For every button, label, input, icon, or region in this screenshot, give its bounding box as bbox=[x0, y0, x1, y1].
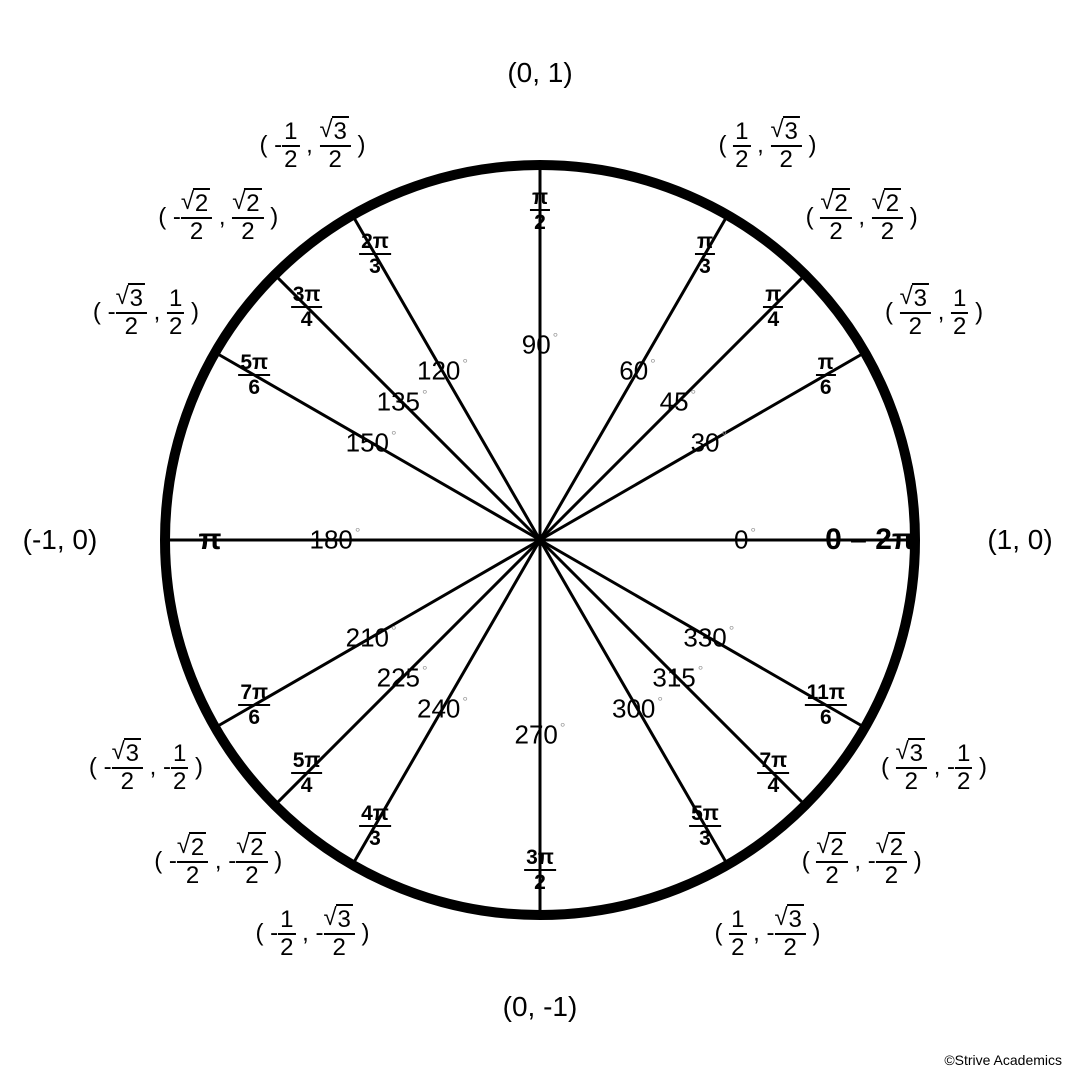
coord-label-225: ( -22 , -22 ) bbox=[154, 836, 282, 888]
radian-label-150: 5π6 bbox=[238, 352, 270, 398]
degree-label-270: 270° bbox=[515, 720, 566, 751]
coord-label-270: (0, -1) bbox=[503, 991, 578, 1023]
coord-label-210: ( -32 , -12 ) bbox=[89, 742, 203, 794]
coord-label-240: ( -12 , -32 ) bbox=[255, 908, 369, 960]
coord-label-120: ( -12 , 32 ) bbox=[259, 120, 365, 172]
degree-label-120: 120° bbox=[417, 356, 468, 387]
degree-label-180: 180° bbox=[310, 525, 361, 556]
radian-label-90: π2 bbox=[530, 187, 550, 233]
degree-label-60: 60° bbox=[619, 356, 656, 387]
degree-label-225: 225° bbox=[377, 662, 428, 693]
radian-label-210: 7π6 bbox=[238, 682, 270, 728]
coord-label-150: ( -32 , 12 ) bbox=[93, 287, 199, 339]
radian-label-45: π4 bbox=[763, 284, 783, 330]
degree-label-0: 0° bbox=[734, 525, 756, 556]
coord-label-30: ( 32 , 12 ) bbox=[885, 287, 983, 339]
radian-label-180: π bbox=[199, 523, 222, 557]
radian-label-60: π3 bbox=[695, 231, 715, 277]
degree-label-300: 300° bbox=[612, 693, 663, 724]
degree-label-150: 150° bbox=[346, 427, 397, 458]
coord-label-300: ( 12 , -32 ) bbox=[714, 908, 820, 960]
coord-label-0: (1, 0) bbox=[987, 524, 1052, 556]
coord-label-45: ( 22 , 22 ) bbox=[806, 192, 918, 244]
radian-label-330: 11π6 bbox=[805, 682, 847, 728]
radian-label-120: 2π3 bbox=[359, 231, 391, 277]
radian-label-300: 5π3 bbox=[689, 803, 721, 849]
degree-label-45: 45° bbox=[660, 387, 697, 418]
degree-label-30: 30° bbox=[691, 427, 728, 458]
radian-label-0: 0 – 2π bbox=[825, 523, 915, 557]
coord-label-90: (0, 1) bbox=[507, 57, 572, 89]
coord-label-180: (-1, 0) bbox=[23, 524, 98, 556]
degree-label-330: 330° bbox=[683, 622, 734, 653]
coord-label-135: ( -22 , 22 ) bbox=[158, 192, 278, 244]
radian-label-135: 3π4 bbox=[291, 284, 323, 330]
degree-label-90: 90° bbox=[522, 330, 559, 361]
degree-label-210: 210° bbox=[346, 622, 397, 653]
degree-label-240: 240° bbox=[417, 693, 468, 724]
degree-label-315: 315° bbox=[652, 662, 703, 693]
coord-label-330: ( 32 , -12 ) bbox=[881, 742, 987, 794]
radian-label-225: 5π4 bbox=[291, 750, 323, 796]
coord-label-60: ( 12 , 32 ) bbox=[718, 120, 816, 172]
credit-text: ©Strive Academics bbox=[944, 1052, 1062, 1068]
degree-label-135: 135° bbox=[377, 387, 428, 418]
radian-label-315: 7π4 bbox=[757, 750, 789, 796]
radian-label-270: 3π2 bbox=[524, 847, 556, 893]
coord-label-315: ( 22 , -22 ) bbox=[802, 836, 922, 888]
radian-label-240: 4π3 bbox=[359, 803, 391, 849]
unit-circle-svg bbox=[0, 0, 1080, 1080]
radian-label-30: π6 bbox=[816, 352, 836, 398]
